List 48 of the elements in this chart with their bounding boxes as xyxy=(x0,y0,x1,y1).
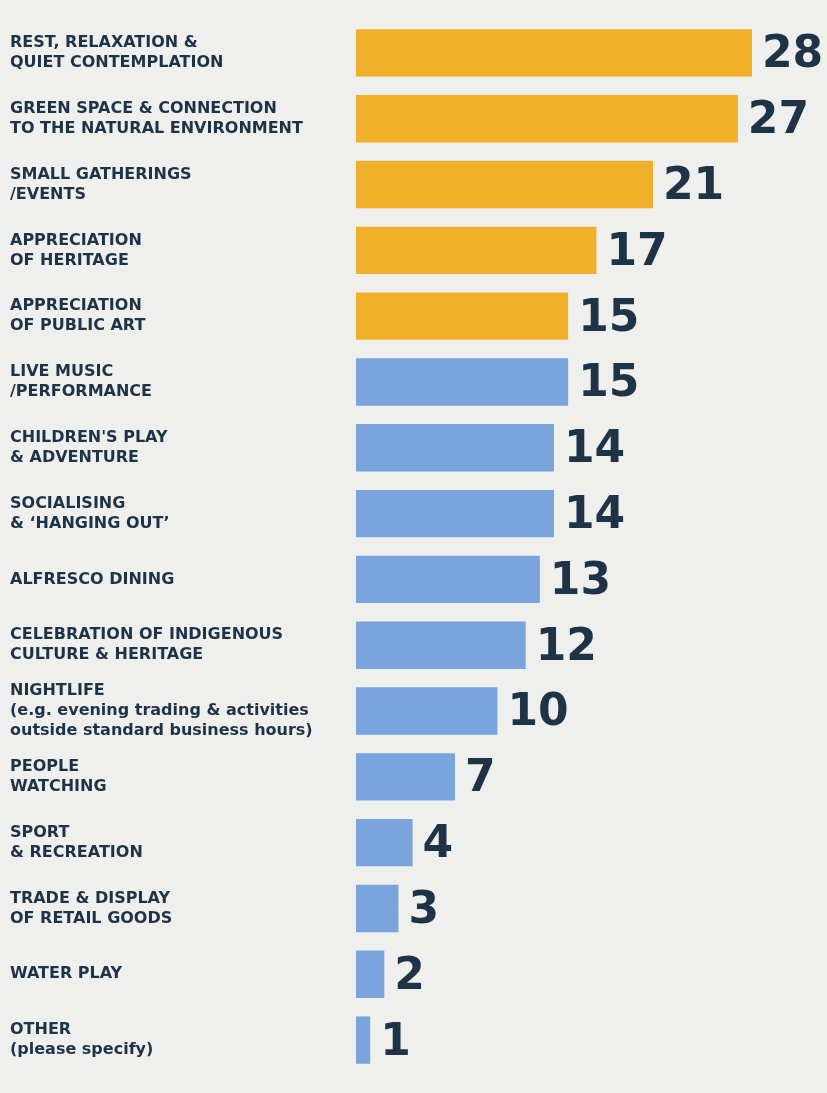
y-tick-label: LIVE MUSIC /PERFORMANCE xyxy=(10,361,153,401)
bar xyxy=(356,621,526,669)
data-label: 4 xyxy=(422,816,454,868)
data-label: 15 xyxy=(578,289,640,341)
bar xyxy=(356,1016,371,1064)
bar xyxy=(356,358,569,406)
data-label: 14 xyxy=(564,487,626,539)
bar xyxy=(356,29,752,77)
y-tick-label: ALFRESCO DINING xyxy=(10,568,175,588)
data-label: 3 xyxy=(408,881,440,933)
y-tick-label: SPORT & RECREATION xyxy=(10,821,143,861)
bar xyxy=(356,687,498,735)
y-tick-label: SOCIALISING & ‘HANGING OUT’ xyxy=(10,492,170,532)
bar xyxy=(356,226,597,275)
bar xyxy=(356,160,653,209)
data-label: 21 xyxy=(663,157,725,209)
data-label: 14 xyxy=(564,421,626,473)
bar xyxy=(356,884,399,933)
y-tick-label: WATER PLAY xyxy=(10,963,123,983)
y-tick-label: NIGHTLIFE (e.g. evening trading & activities outside standard business hours) xyxy=(10,680,313,740)
data-label: 1 xyxy=(380,1013,411,1065)
bar xyxy=(356,818,413,867)
bar xyxy=(356,95,738,143)
data-label: 15 xyxy=(578,355,640,407)
y-tick-label: APPRECIATION OF PUBLIC ART xyxy=(10,295,146,335)
data-label: 28 xyxy=(762,26,824,78)
data-label: 17 xyxy=(606,223,668,275)
data-label: 7 xyxy=(465,750,496,802)
y-tick-label: GREEN SPACE & CONNECTION TO THE NATURAL ENVIRONMENT xyxy=(10,97,304,137)
y-tick-label: TRADE & DISPLAY OF RETAIL GOODS xyxy=(10,887,173,927)
data-label: 2 xyxy=(394,947,425,999)
data-label: 10 xyxy=(507,684,569,736)
bar xyxy=(356,489,554,538)
bar xyxy=(356,424,554,472)
y-tick-label: OTHER (please specify) xyxy=(10,1019,154,1059)
data-label: 12 xyxy=(535,618,597,670)
bar xyxy=(356,292,569,340)
data-label: 13 xyxy=(549,552,612,604)
y-tick-label: SMALL GATHERINGS /EVENTS xyxy=(10,163,192,203)
bar xyxy=(356,753,455,801)
y-tick-label: CHILDREN'S PLAY & ADVENTURE xyxy=(10,426,168,466)
y-tick-label: CELEBRATION OF INDIGENOUS CULTURE & HERITAGE xyxy=(10,624,284,664)
y-tick-label: REST, RELAXATION & QUIET CONTEMPLATION xyxy=(10,32,224,72)
bar xyxy=(356,555,540,604)
y-tick-label: APPRECIATION OF HERITAGE xyxy=(10,229,142,269)
data-label: 27 xyxy=(747,92,810,144)
bar xyxy=(356,950,385,998)
y-tick-label: PEOPLE WATCHING xyxy=(10,756,107,795)
